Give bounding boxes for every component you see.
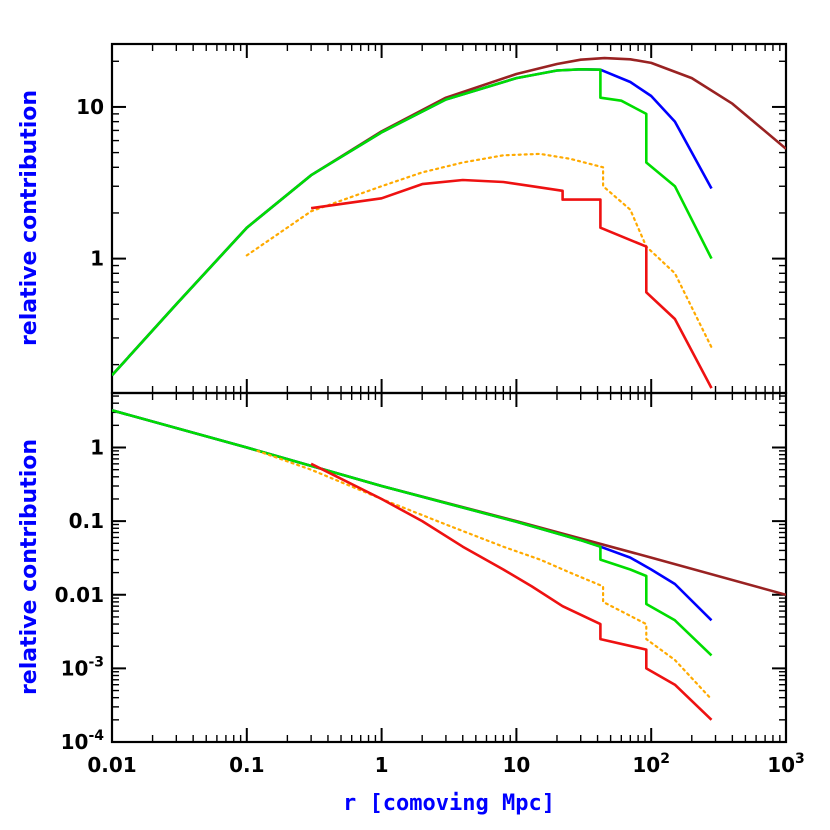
top-ytick-labels: 1 10 (76, 95, 104, 271)
bottom-ytick-labels: 10-4 10-3 0.01 0.1 1 (55, 436, 105, 754)
bottom-ylabel: relative contribution (17, 439, 42, 695)
top-ytick-label: 10 (76, 95, 104, 119)
bottom-plot-frame (110, 391, 788, 744)
bottom-series (112, 409, 786, 721)
top-minor-ticks (111, 44, 786, 393)
xtick-label: 0.01 (87, 753, 136, 777)
top-series-green (112, 68, 713, 377)
bottom-series-red (310, 462, 713, 721)
bottom-series-green (112, 409, 713, 657)
bottom-minor-ticks (111, 393, 786, 743)
bottom-ytick-label: 0.1 (69, 509, 104, 533)
bottom-ytick-label: 0.01 (55, 583, 104, 607)
top-series (112, 56, 786, 389)
bottom-ytick-label: 1 (90, 436, 104, 460)
x-axis-label: r [comoving Mpc] (343, 791, 555, 816)
top-series-brown (112, 56, 786, 377)
top-series-red (310, 178, 713, 389)
bottom-panel: 10-4 10-3 0.01 0.1 1 0.01 0.1 1 10 102 103 relati… (17, 391, 805, 816)
xtick-label: 102 (632, 751, 670, 777)
xtick-label: 1 (375, 753, 389, 777)
xtick-label: 10 (502, 753, 530, 777)
xtick-label: 103 (767, 751, 805, 777)
top-ytick-label: 1 (90, 247, 104, 271)
top-panel: 1 10 relative contribution (17, 42, 788, 395)
top-ylabel: relative contribution (17, 90, 42, 346)
bottom-ytick-label: 10-4 (61, 728, 105, 754)
xtick-label: 0.1 (229, 753, 264, 777)
bottom-ytick-label: 10-3 (61, 654, 104, 680)
bottom-xtick-labels: 0.01 0.1 1 10 102 103 (87, 751, 804, 777)
top-series-orange (245, 152, 713, 349)
